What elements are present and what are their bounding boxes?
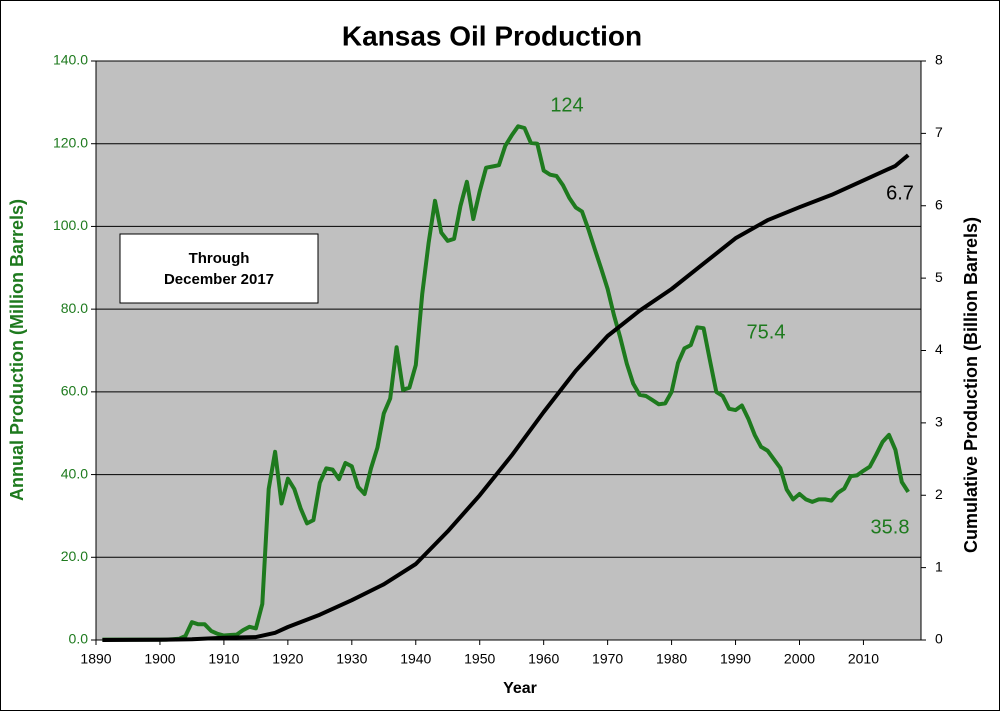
y2-tick-label: 1 <box>935 558 943 574</box>
x-tick-label: 1930 <box>336 651 367 667</box>
y-tick-label: 0.0 <box>69 631 89 647</box>
y-tick-label: 20.0 <box>61 548 88 564</box>
y2-tick-label: 5 <box>935 269 943 285</box>
y2-tick-label: 0 <box>935 631 943 647</box>
y2-tick-label: 8 <box>935 52 943 68</box>
y2-axis-label: Cumulative Production (Billion Barrels) <box>961 217 981 553</box>
x-tick-label: 1990 <box>720 651 751 667</box>
annotation: 35.8 <box>871 516 910 538</box>
note: Through <box>189 250 250 267</box>
y-tick-label: 80.0 <box>61 300 88 316</box>
y2-tick-label: 2 <box>935 486 943 502</box>
note: December 2017 <box>164 271 274 288</box>
y-tick-label: 40.0 <box>61 465 88 481</box>
y-tick-label: 120.0 <box>53 134 88 150</box>
y2-tick-label: 7 <box>935 124 943 140</box>
y-tick-label: 100.0 <box>53 217 88 233</box>
y2-tick-label: 3 <box>935 414 943 430</box>
y-tick-label: 60.0 <box>61 383 88 399</box>
x-tick-label: 1940 <box>400 651 431 667</box>
data-line <box>102 153 910 642</box>
annotation: 124 <box>550 94 583 116</box>
x-tick-label: 1950 <box>464 651 495 667</box>
x-tick-label: 1970 <box>592 651 623 667</box>
y-axis-label: Annual Production (Million Barrels) <box>7 199 27 501</box>
y2-tick-label: 6 <box>935 196 943 212</box>
x-tick-label: 1920 <box>272 651 303 667</box>
x-axis-label: Year <box>503 680 537 697</box>
annotation: 75.4 <box>747 321 786 343</box>
x-tick-label: 2000 <box>784 651 815 667</box>
data-line <box>102 124 910 642</box>
x-tick-label: 2010 <box>848 651 879 667</box>
y-tick-label: 140.0 <box>53 52 88 68</box>
x-tick-label: 1890 <box>80 651 111 667</box>
x-tick-label: 1980 <box>656 651 687 667</box>
y2-tick-label: 4 <box>935 341 943 357</box>
x-tick-label: 1900 <box>144 651 175 667</box>
annotation: 6.7 <box>886 182 914 204</box>
note-box <box>119 233 319 304</box>
x-tick-label: 1910 <box>208 651 239 667</box>
x-tick-label: 1960 <box>528 651 559 667</box>
plot-area <box>95 60 922 641</box>
chart-title: Kansas Oil Production <box>342 20 642 51</box>
